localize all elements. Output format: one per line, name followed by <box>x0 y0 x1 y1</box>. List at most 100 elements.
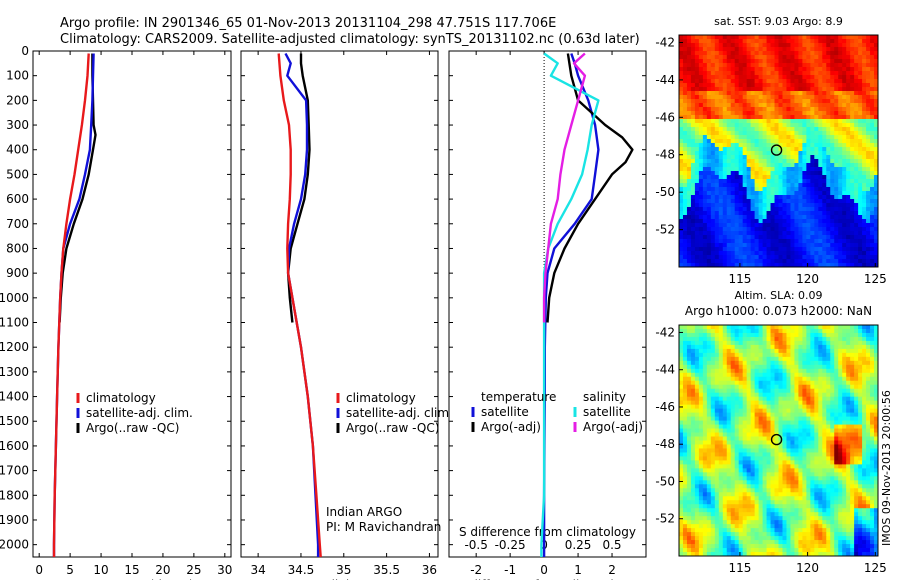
heatmap-cell <box>818 231 823 236</box>
heatmap-cell <box>782 380 787 386</box>
heatmap-cell <box>730 63 736 68</box>
heatmap-cell <box>818 368 823 374</box>
heatmap-cell <box>690 87 696 92</box>
heatmap-cell <box>734 432 740 437</box>
heatmap-cell <box>762 420 767 425</box>
heatmap-cell <box>842 344 847 350</box>
heatmap-cell <box>834 416 839 421</box>
heatmap-cell <box>734 179 740 184</box>
heatmap-cell <box>694 135 700 140</box>
heatmap-cell <box>854 356 859 362</box>
heatmap-cell <box>802 123 807 128</box>
heatmap-cell <box>706 199 712 204</box>
heatmap-cell <box>682 111 688 116</box>
heatmap-cell <box>762 207 767 212</box>
heatmap-cell <box>726 344 732 350</box>
heatmap-cell <box>730 408 736 414</box>
heatmap-cell <box>782 432 787 437</box>
heatmap-cell <box>679 460 684 465</box>
heatmap-cell <box>686 384 692 390</box>
heatmap-cell <box>834 151 839 156</box>
heatmap-cell <box>802 195 807 200</box>
heatmap-cell <box>830 356 835 362</box>
heatmap-cell <box>750 380 756 386</box>
heatmap-cell <box>686 143 692 148</box>
heatmap-cell <box>698 59 704 64</box>
heatmap-cell <box>710 348 716 354</box>
heatmap-cell <box>814 360 819 366</box>
heatmap-cell <box>770 340 775 346</box>
heatmap-cell <box>690 215 696 220</box>
heatmap-cell <box>874 199 879 204</box>
heatmap-cell <box>874 159 879 164</box>
heatmap-cell <box>702 47 708 52</box>
heatmap-cell <box>790 460 795 465</box>
heatmap-cell <box>694 460 700 465</box>
heatmap-cell <box>702 239 708 244</box>
heatmap-cell <box>770 127 775 132</box>
heatmap-cell <box>774 175 779 180</box>
heatmap-cell <box>822 147 827 152</box>
heatmap-cell <box>818 163 823 168</box>
heatmap-cell <box>850 159 855 164</box>
heatmap-cell <box>706 223 712 228</box>
heatmap-cell <box>850 384 855 390</box>
heatmap-cell <box>762 99 767 104</box>
heatmap-cell <box>786 87 791 92</box>
heatmap-cell <box>778 239 783 244</box>
heatmap-cell <box>854 131 859 136</box>
heatmap-cell <box>802 91 807 96</box>
heatmap-cell <box>686 396 692 402</box>
heatmap-cell <box>834 191 839 196</box>
heatmap-cell <box>794 328 799 334</box>
heatmap-cell <box>806 328 811 334</box>
heatmap-cell <box>834 75 839 80</box>
heatmap-cell <box>850 328 855 334</box>
heatmap-cell <box>866 440 871 445</box>
heatmap-cell <box>778 368 783 374</box>
heatmap-cell <box>862 372 867 378</box>
heatmap-cell <box>854 444 859 449</box>
heatmap-cell <box>782 143 787 148</box>
heatmap-cell <box>874 43 879 48</box>
heatmap-cell <box>722 147 728 152</box>
heatmap-cell <box>802 199 807 204</box>
heatmap-cell <box>718 131 724 136</box>
heatmap-cell <box>862 179 867 184</box>
heatmap-cell <box>690 47 696 52</box>
heatmap-cell <box>690 392 696 398</box>
heatmap-cell <box>822 159 827 164</box>
heatmap-cell <box>866 163 871 168</box>
heatmap-cell <box>730 199 736 204</box>
y-tick-label: 1400 <box>0 390 29 404</box>
heatmap-cell <box>738 159 744 164</box>
heatmap-cell <box>714 179 720 184</box>
heatmap-cell <box>782 59 787 64</box>
heatmap-cell <box>870 147 875 152</box>
heatmap-cell <box>798 380 803 386</box>
heatmap-cell <box>794 456 799 461</box>
heatmap-cell <box>778 251 783 256</box>
heatmap-cell <box>686 380 692 386</box>
heatmap-cell <box>726 191 732 196</box>
heatmap-cell <box>710 163 716 168</box>
heatmap-cell <box>686 203 692 208</box>
heatmap-cell <box>706 420 712 425</box>
heatmap-cell <box>846 404 851 410</box>
heatmap-cell <box>722 468 728 473</box>
heatmap-cell <box>830 376 835 382</box>
heatmap-cell <box>794 99 799 104</box>
heatmap-cell <box>870 448 875 453</box>
heatmap-cell <box>870 325 875 330</box>
heatmap-cell <box>818 59 823 64</box>
heatmap-cell <box>746 227 752 232</box>
heatmap-cell <box>822 35 827 40</box>
heatmap-cell <box>790 400 795 406</box>
heatmap-cell <box>738 143 744 148</box>
heatmap-cell <box>710 344 716 350</box>
heatmap-cell <box>858 43 863 48</box>
heatmap-cell <box>786 187 791 192</box>
heatmap-cell <box>730 163 736 168</box>
heatmap-cell <box>706 151 712 156</box>
heatmap-cell <box>822 364 827 370</box>
